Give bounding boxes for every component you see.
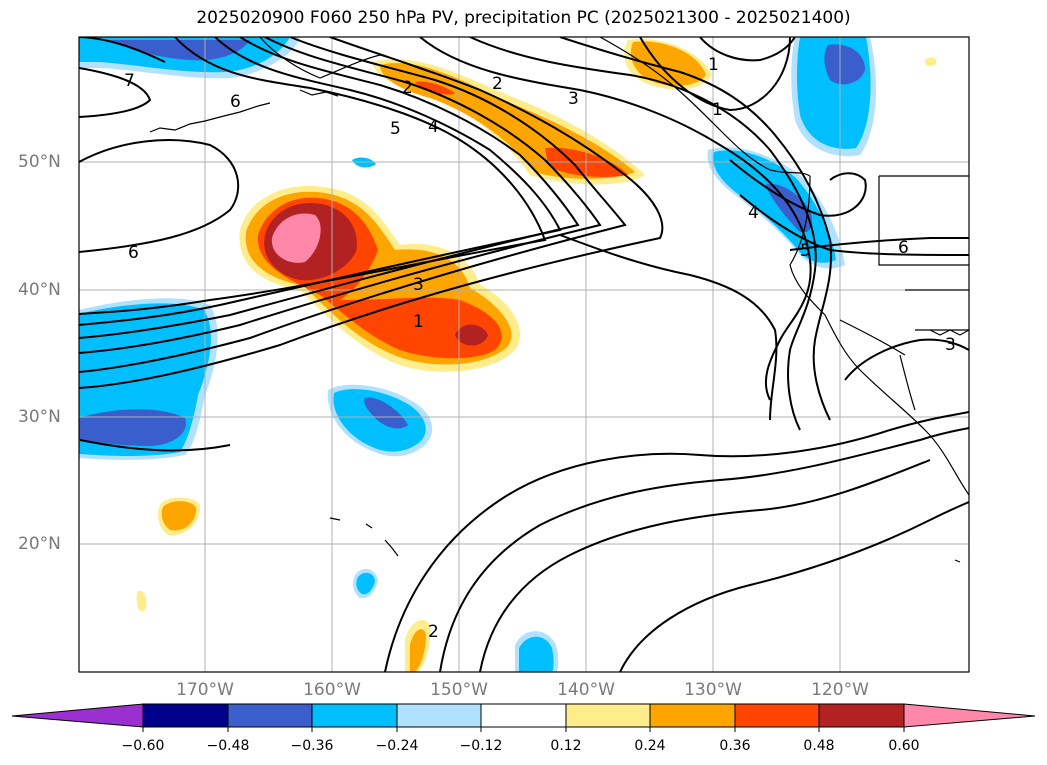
colorbar-bin [311, 703, 398, 728]
svg-text:1: 1 [413, 312, 424, 332]
colorbar-tick-label: −0.12 [459, 738, 503, 754]
colorbar-tick-label: 0.48 [803, 738, 835, 754]
lat-label-20n: 20°N [18, 534, 61, 554]
colorbar-tick-label: 0.60 [888, 738, 920, 754]
coastlines [149, 37, 969, 563]
lat-label-30n: 30°N [18, 407, 61, 427]
svg-text:4: 4 [748, 203, 759, 223]
svg-text:5: 5 [390, 119, 401, 139]
svg-text:7: 7 [124, 71, 135, 91]
colorbar-tick-label: −0.36 [290, 738, 334, 754]
colorbar-bin [227, 703, 313, 728]
lon-label-150w: 150°W [430, 680, 488, 700]
svg-text:6: 6 [898, 238, 909, 258]
svg-text:1: 1 [712, 100, 723, 120]
colorbar-tick-label: −0.60 [121, 738, 165, 754]
colorbar-bin [565, 703, 651, 728]
colorbar-bin [734, 703, 820, 728]
precip-positive-shading [136, 39, 937, 672]
lon-label-130w: 130°W [684, 680, 742, 700]
colorbar [11, 703, 1036, 732]
colorbar-tick-label: 0.36 [719, 738, 751, 754]
svg-text:3: 3 [945, 335, 956, 355]
map-title: 2025020900 F060 250 hPa PV, precipitatio… [196, 8, 851, 28]
svg-text:6: 6 [230, 92, 241, 112]
lat-label-40n: 40°N [18, 280, 61, 300]
map-frame [78, 36, 970, 673]
colorbar-bin [480, 703, 567, 728]
svg-text:3: 3 [413, 275, 424, 295]
colorbar-tick-label: −0.48 [206, 738, 250, 754]
svg-text:3: 3 [568, 89, 579, 109]
svg-text:1: 1 [708, 55, 719, 75]
colorbar-bin [818, 703, 905, 728]
colorbar-tick-label: 0.24 [634, 738, 666, 754]
svg-text:6: 6 [128, 243, 139, 263]
colorbar-tick-label: −0.24 [375, 738, 419, 754]
svg-text:2: 2 [428, 622, 439, 642]
lon-label-160w: 160°W [303, 680, 361, 700]
pv-contour-labels: 7 6 5 4 2 3 1 6 3 1 2 4 5 6 3 2 1 [124, 55, 956, 642]
lon-label-140w: 140°W [557, 680, 615, 700]
lon-label-170w: 170°W [176, 680, 234, 700]
colorbar-upper-extension [903, 703, 1036, 728]
colorbar-lower-extension [11, 703, 144, 728]
lat-label-50n: 50°N [18, 152, 61, 172]
svg-text:5: 5 [800, 241, 811, 261]
svg-text:2: 2 [402, 78, 413, 98]
colorbar-bin [396, 703, 482, 728]
lon-label-120w: 120°W [811, 680, 869, 700]
colorbar-bin [649, 703, 736, 728]
colorbar-tick-label: 0.12 [550, 738, 582, 754]
pv-contours [79, 37, 969, 672]
svg-text:2: 2 [492, 74, 503, 94]
colorbar-bin [142, 703, 229, 728]
svg-text:4: 4 [428, 117, 439, 137]
